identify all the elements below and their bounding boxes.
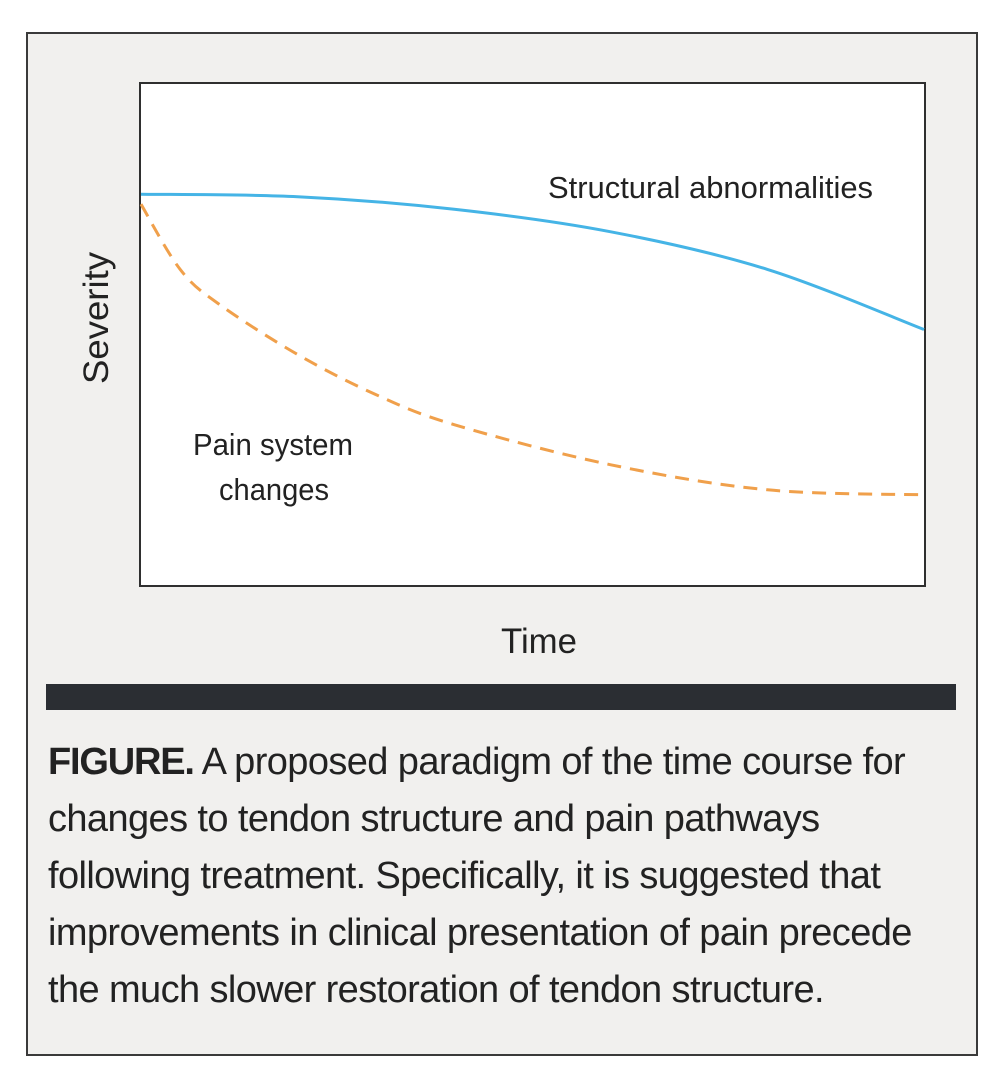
series-line-structural-abnormalities [140,192,925,331]
caption-divider-bar [46,684,956,710]
y-axis-label: Severity [77,251,116,384]
structural-abnormalities-label: Structural abnormalities [548,170,873,205]
caption-text: A proposed paradigm of the time course f… [48,741,912,1011]
pain-system-label-line-1: Pain system [193,427,353,462]
pain-system-label-line-2: changes [219,472,329,507]
x-axis-label: Time [501,622,577,661]
plot-area [139,82,926,587]
series-line-pain-system-changes [139,203,925,497]
figure-caption: FIGURE. A proposed paradigm of the time … [48,734,953,1019]
caption-label: FIGURE. [48,741,195,783]
